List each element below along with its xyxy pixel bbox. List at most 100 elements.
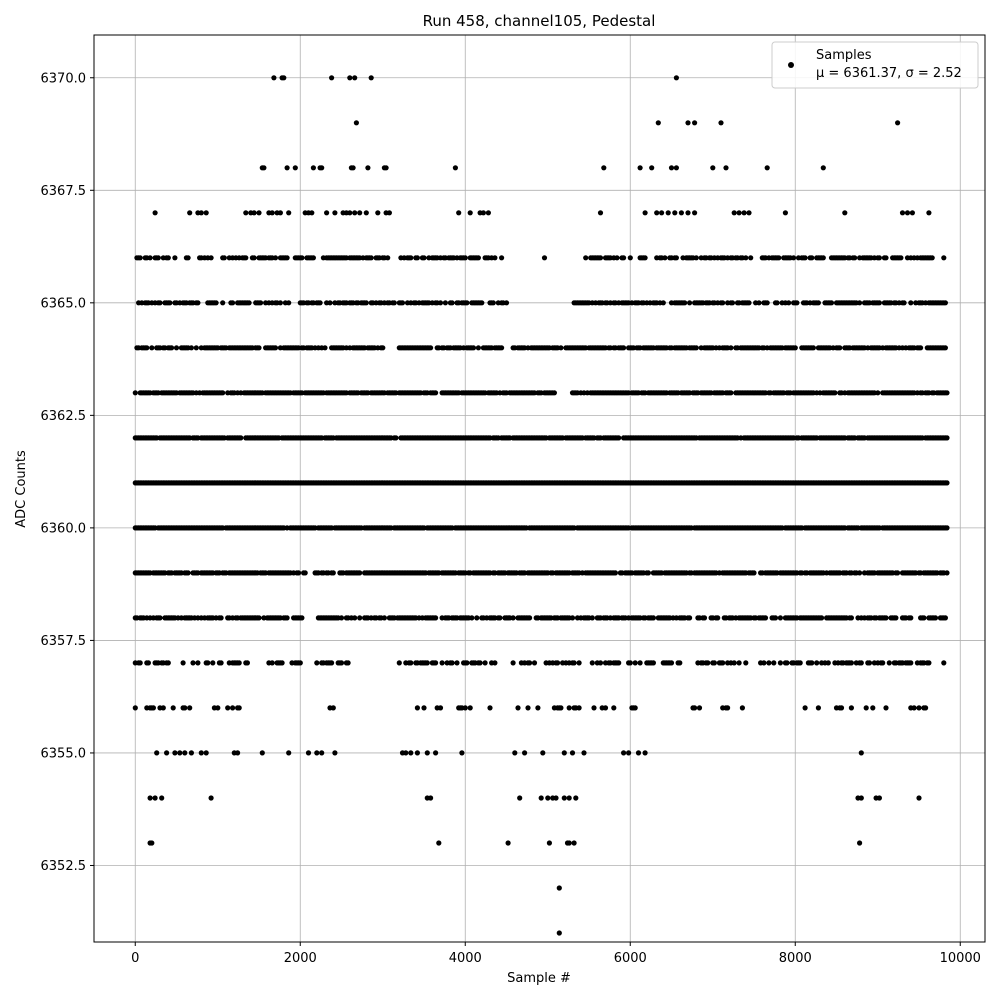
data-point — [467, 210, 473, 216]
data-point — [866, 660, 873, 666]
data-point — [414, 750, 420, 756]
data-point — [858, 750, 864, 756]
data-point — [243, 255, 249, 261]
data-point — [904, 210, 911, 216]
data-point — [751, 570, 757, 576]
data-point — [777, 660, 784, 666]
data-point — [165, 255, 171, 261]
data-point — [327, 300, 333, 306]
data-point — [739, 705, 746, 711]
data-point — [159, 795, 165, 801]
data-point — [205, 660, 211, 666]
data-point — [365, 165, 371, 171]
data-point — [408, 750, 414, 756]
data-point — [424, 660, 430, 666]
data-point — [810, 345, 817, 351]
data-point — [705, 660, 711, 666]
data-point — [583, 255, 589, 261]
data-point — [632, 660, 638, 666]
data-point — [883, 615, 889, 621]
x-tick-label: 0 — [131, 951, 139, 966]
data-point — [723, 165, 729, 171]
data-point — [601, 165, 607, 171]
data-point — [487, 705, 493, 711]
data-point — [875, 390, 881, 396]
data-point — [942, 300, 949, 306]
data-point — [433, 390, 439, 396]
data-point — [150, 705, 156, 711]
data-point — [764, 165, 770, 171]
data-point — [685, 210, 691, 216]
data-point — [546, 840, 553, 846]
x-axis-label: Sample # — [507, 971, 571, 986]
data-point — [272, 255, 279, 261]
data-point — [292, 165, 298, 171]
data-point — [746, 210, 752, 216]
data-point — [908, 660, 914, 666]
y-tick-label: 6357.5 — [41, 634, 87, 649]
data-point — [314, 660, 320, 666]
data-point — [386, 210, 392, 216]
data-point — [492, 660, 498, 666]
data-point — [571, 840, 577, 846]
data-point — [433, 660, 439, 666]
data-point — [218, 615, 224, 621]
data-point — [942, 615, 949, 621]
data-point — [642, 210, 648, 216]
data-point — [540, 750, 546, 756]
data-point — [347, 210, 353, 216]
data-point — [345, 660, 351, 666]
data-point — [883, 705, 889, 711]
data-point — [556, 930, 562, 936]
data-point — [832, 390, 838, 396]
data-point — [299, 615, 305, 621]
data-point — [329, 75, 335, 81]
data-point — [602, 705, 609, 711]
data-point — [909, 210, 916, 216]
data-point — [277, 210, 283, 216]
data-point — [627, 255, 633, 261]
data-point — [926, 210, 932, 216]
data-point — [220, 300, 226, 306]
data-point — [819, 615, 825, 621]
data-point — [876, 300, 883, 306]
data-point — [576, 705, 582, 711]
data-point — [149, 345, 155, 351]
x-axis: 0 2000 4000 6000 8000 10000 — [131, 942, 981, 966]
data-point — [858, 660, 864, 666]
data-point — [848, 660, 855, 666]
data-point — [762, 615, 769, 621]
data-point — [510, 615, 516, 621]
data-point — [561, 795, 567, 801]
data-point — [322, 345, 328, 351]
data-point — [230, 705, 236, 711]
data-point — [353, 120, 359, 126]
data-point — [269, 210, 275, 216]
data-point — [545, 795, 551, 801]
data-point — [908, 300, 914, 306]
data-point — [791, 255, 797, 261]
data-point — [439, 660, 445, 666]
data-point — [944, 390, 950, 396]
data-point — [236, 705, 242, 711]
data-point — [527, 660, 533, 666]
data-point — [515, 705, 521, 711]
data-point — [302, 570, 308, 576]
data-point — [157, 615, 163, 621]
data-point — [213, 300, 219, 306]
data-point — [243, 210, 249, 216]
data-point — [467, 705, 473, 711]
data-point — [132, 390, 138, 396]
data-point — [573, 795, 579, 801]
data-point — [190, 660, 196, 666]
data-point — [693, 255, 699, 261]
data-point — [589, 660, 595, 666]
data-point — [842, 210, 848, 216]
data-point — [942, 345, 949, 351]
data-point — [363, 300, 369, 306]
data-point — [160, 705, 166, 711]
data-point — [169, 345, 175, 351]
data-point — [883, 255, 889, 261]
data-point — [626, 750, 632, 756]
